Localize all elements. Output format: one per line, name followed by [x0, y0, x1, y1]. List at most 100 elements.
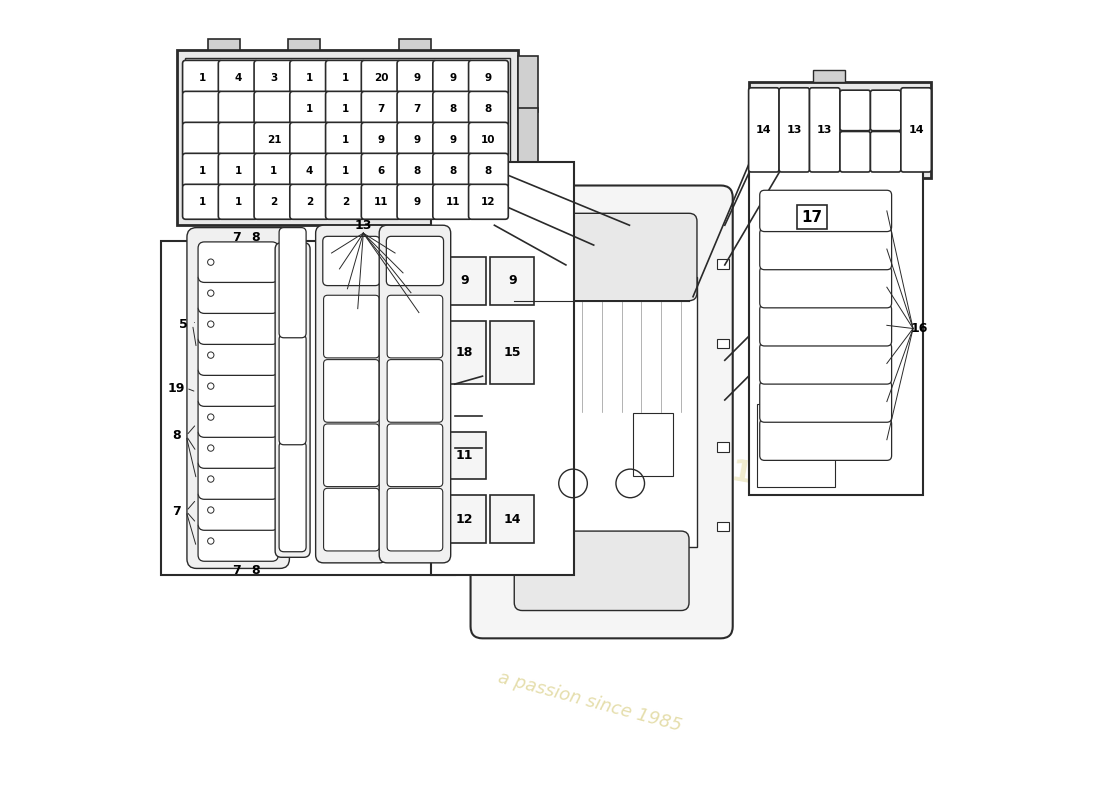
Bar: [288, 38, 320, 50]
FancyBboxPatch shape: [469, 184, 508, 219]
FancyBboxPatch shape: [218, 184, 258, 219]
Bar: [757, 404, 835, 487]
Text: a passion since 1985: a passion since 1985: [496, 669, 683, 735]
FancyBboxPatch shape: [840, 90, 870, 130]
Text: 18: 18: [455, 346, 473, 359]
Text: 1985: 1985: [728, 458, 817, 501]
FancyBboxPatch shape: [870, 90, 901, 130]
Text: 1: 1: [199, 73, 206, 83]
Text: 1: 1: [199, 166, 206, 176]
Bar: [518, 109, 538, 164]
FancyBboxPatch shape: [289, 91, 330, 126]
Text: 1: 1: [199, 197, 206, 206]
Text: 7: 7: [414, 104, 420, 114]
FancyBboxPatch shape: [254, 184, 294, 219]
FancyBboxPatch shape: [323, 488, 379, 551]
Text: 8: 8: [252, 230, 261, 244]
Text: 1: 1: [234, 197, 242, 206]
FancyBboxPatch shape: [198, 397, 278, 438]
FancyBboxPatch shape: [397, 122, 437, 158]
FancyBboxPatch shape: [901, 88, 932, 172]
Text: 7: 7: [173, 505, 182, 518]
Bar: [474, 442, 486, 452]
Bar: [431, 162, 574, 574]
FancyBboxPatch shape: [254, 60, 294, 95]
Bar: [399, 38, 431, 50]
FancyBboxPatch shape: [326, 122, 365, 158]
FancyBboxPatch shape: [432, 122, 473, 158]
FancyBboxPatch shape: [218, 122, 258, 158]
Text: 8: 8: [173, 430, 180, 442]
FancyBboxPatch shape: [289, 60, 330, 95]
FancyBboxPatch shape: [760, 190, 892, 231]
Text: 1: 1: [342, 166, 349, 176]
Text: 7: 7: [377, 104, 385, 114]
FancyBboxPatch shape: [397, 184, 437, 219]
Text: 2: 2: [342, 197, 349, 206]
FancyBboxPatch shape: [326, 60, 365, 95]
FancyBboxPatch shape: [361, 122, 402, 158]
Text: 2: 2: [306, 197, 313, 206]
Text: 4: 4: [306, 166, 313, 176]
Text: 10: 10: [481, 135, 496, 145]
Text: 13: 13: [354, 218, 372, 232]
FancyBboxPatch shape: [469, 60, 508, 95]
Text: 1: 1: [271, 166, 277, 176]
FancyBboxPatch shape: [218, 154, 258, 188]
Bar: [442, 321, 486, 384]
FancyBboxPatch shape: [254, 122, 294, 158]
FancyBboxPatch shape: [469, 154, 508, 188]
Text: 1: 1: [342, 135, 349, 145]
Text: 9: 9: [485, 73, 492, 83]
Text: 9: 9: [414, 197, 420, 206]
FancyBboxPatch shape: [275, 242, 310, 558]
FancyBboxPatch shape: [198, 458, 278, 499]
FancyBboxPatch shape: [432, 91, 473, 126]
Bar: [208, 38, 240, 50]
Text: 7: 7: [232, 230, 241, 244]
Text: 11: 11: [446, 197, 460, 206]
FancyBboxPatch shape: [397, 60, 437, 95]
FancyBboxPatch shape: [515, 531, 689, 610]
FancyBboxPatch shape: [397, 91, 437, 126]
Text: 12: 12: [455, 513, 473, 526]
Text: 3: 3: [271, 73, 277, 83]
FancyBboxPatch shape: [183, 122, 222, 158]
FancyBboxPatch shape: [506, 214, 697, 301]
Text: 5: 5: [178, 318, 187, 331]
FancyBboxPatch shape: [198, 273, 278, 314]
FancyBboxPatch shape: [760, 342, 892, 384]
Text: 13: 13: [786, 125, 802, 135]
FancyBboxPatch shape: [387, 360, 442, 422]
Bar: [185, 58, 510, 218]
FancyBboxPatch shape: [760, 305, 892, 346]
FancyBboxPatch shape: [198, 304, 278, 344]
FancyBboxPatch shape: [387, 295, 442, 358]
FancyBboxPatch shape: [183, 154, 222, 188]
Text: 1: 1: [342, 73, 349, 83]
FancyBboxPatch shape: [322, 236, 379, 286]
Text: 14: 14: [504, 513, 521, 526]
FancyBboxPatch shape: [397, 154, 437, 188]
FancyBboxPatch shape: [183, 91, 222, 126]
Text: 9: 9: [460, 274, 469, 287]
FancyBboxPatch shape: [198, 521, 278, 562]
FancyBboxPatch shape: [323, 424, 379, 486]
FancyBboxPatch shape: [326, 91, 365, 126]
FancyBboxPatch shape: [323, 360, 379, 422]
FancyBboxPatch shape: [279, 442, 306, 552]
FancyBboxPatch shape: [254, 154, 294, 188]
Text: 2: 2: [271, 197, 277, 206]
Text: 9: 9: [414, 73, 420, 83]
Bar: [161, 241, 454, 574]
FancyBboxPatch shape: [779, 88, 810, 172]
FancyBboxPatch shape: [361, 184, 402, 219]
Bar: [749, 162, 923, 495]
FancyBboxPatch shape: [749, 88, 779, 172]
Text: 11: 11: [374, 197, 388, 206]
FancyBboxPatch shape: [289, 122, 330, 158]
Bar: [491, 495, 535, 543]
Bar: [177, 50, 518, 226]
Text: 1: 1: [306, 104, 313, 114]
Text: 9: 9: [449, 135, 456, 145]
